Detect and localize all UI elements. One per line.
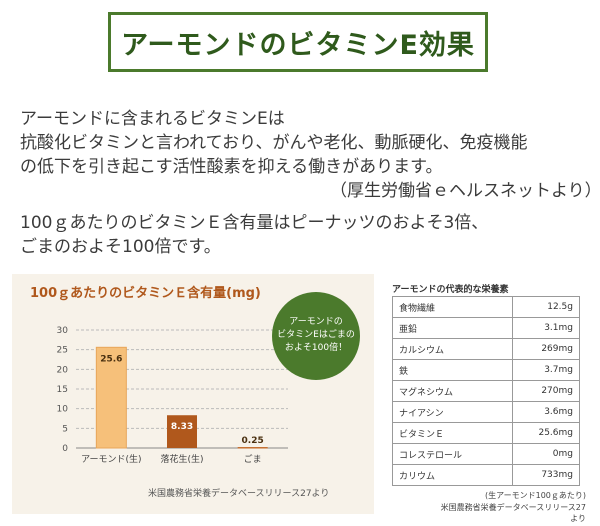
chart-source: 米国農務省栄養データベースリリース27より: [148, 489, 330, 499]
data-label: 8.33: [171, 422, 193, 432]
table-row: ナイアシン 3.6mg: [392, 401, 580, 423]
x-tick-label: 落花生(生): [160, 453, 203, 465]
intro-line: ごまのおよそ100倍です。: [20, 237, 221, 257]
intro-line: アーモンドに含まれるビタミンEは: [20, 109, 285, 129]
title-box: アーモンドのビタミンE効果: [108, 12, 488, 72]
nutrient-value: 3.6mg: [512, 401, 580, 423]
y-tick-label: 25: [57, 346, 68, 356]
intro-line: の低下を引き起こす活性酸素を抑える働きがあります。: [20, 157, 443, 177]
nutrient-value: 733mg: [512, 464, 580, 486]
table-row: マグネシウム 270mg: [392, 380, 580, 402]
nutrient-name: ナイアシン: [392, 401, 513, 423]
y-tick-label: 0: [62, 444, 68, 454]
nutrient-name: 鉄: [392, 359, 513, 381]
callout-circle: [272, 292, 360, 380]
vitamin-e-chart: 100ｇあたりのビタミンＥ含有量(mg) 0 5 10 15 20 25 30 25.6 アーモ…: [12, 274, 374, 514]
intro-line: 抗酸化ビタミンと言われており、がんや老化、動脈硬化、免疫機能: [20, 133, 528, 153]
y-tick-label: 20: [57, 365, 69, 375]
nutrient-name: ビタミンＥ: [392, 422, 513, 444]
table-row: カリウム 733mg: [392, 464, 580, 486]
nutrition-title: アーモンドの代表的な栄養素: [392, 285, 509, 295]
table-row: カルシウム 269mg: [392, 338, 580, 360]
table-row: コレステロール 0mg: [392, 443, 580, 465]
intro-source: （厚生労働省ｅヘルスネットより）: [330, 181, 600, 201]
y-tick-label: 15: [57, 385, 68, 395]
callout-text: アーモンドの: [289, 317, 342, 327]
nutrient-value: 270mg: [512, 380, 580, 402]
y-tick-label: 30: [57, 326, 69, 336]
nutrient-name: マグネシウム: [392, 380, 513, 402]
nutrient-value: 12.5g: [512, 296, 580, 318]
bar: [95, 346, 127, 449]
table-note: (生アーモンド100ｇあたり): [484, 491, 586, 500]
nutrient-name: カリウム: [392, 464, 513, 486]
nutrient-name: 食物繊維: [392, 296, 513, 318]
nutrient-name: コレステロール: [392, 443, 513, 465]
callout-text: およそ100倍！: [285, 341, 347, 353]
table-row: 鉄 3.7mg: [392, 359, 580, 381]
y-tick-label: 5: [62, 424, 68, 434]
data-label: 25.6: [100, 354, 122, 364]
table-row: 亜鉛 3.1mg: [392, 317, 580, 339]
nutrient-value: 25.6mg: [512, 422, 580, 444]
chart-svg: 0 5 10 15 20 25 30 25.6 アーモンド(生) 8.33 落花生(生) 0.25 ごま…: [57, 292, 360, 465]
nutrient-name: カルシウム: [392, 338, 513, 360]
nutrient-name: 亜鉛: [392, 317, 513, 339]
nutrient-value: 3.1mg: [512, 317, 580, 339]
nutrient-value: 3.7mg: [512, 359, 580, 381]
nutrition-table: 食物繊維 12.5g 亜鉛 3.1mg カルシウム 269mg 鉄 3.7mg マグネシ…: [392, 296, 580, 486]
nutrient-value: 269mg: [512, 338, 580, 360]
bar: [167, 415, 197, 448]
x-tick-label: アーモンド(生): [81, 453, 141, 465]
table-row: 食物繊維 12.5g: [392, 296, 580, 318]
table-source: 米国農務省栄養データベースリリース27より: [440, 503, 586, 523]
y-tick-label: 10: [57, 405, 69, 415]
intro-line: 100ｇあたりのビタミンＥ含有量はピーナッツのおよそ3倍、: [20, 213, 489, 233]
chart-title: 100ｇあたりのビタミンＥ含有量(mg): [30, 286, 261, 301]
x-tick-label: ごま: [244, 453, 262, 465]
table-row: ビタミンＥ 25.6mg: [392, 422, 580, 444]
page-title: アーモンドのビタミンE効果: [121, 29, 475, 61]
callout-text: ビタミンEはごまの: [277, 328, 355, 340]
bar: [237, 447, 268, 449]
data-label: 0.25: [242, 436, 264, 446]
nutrient-value: 0mg: [512, 443, 580, 465]
